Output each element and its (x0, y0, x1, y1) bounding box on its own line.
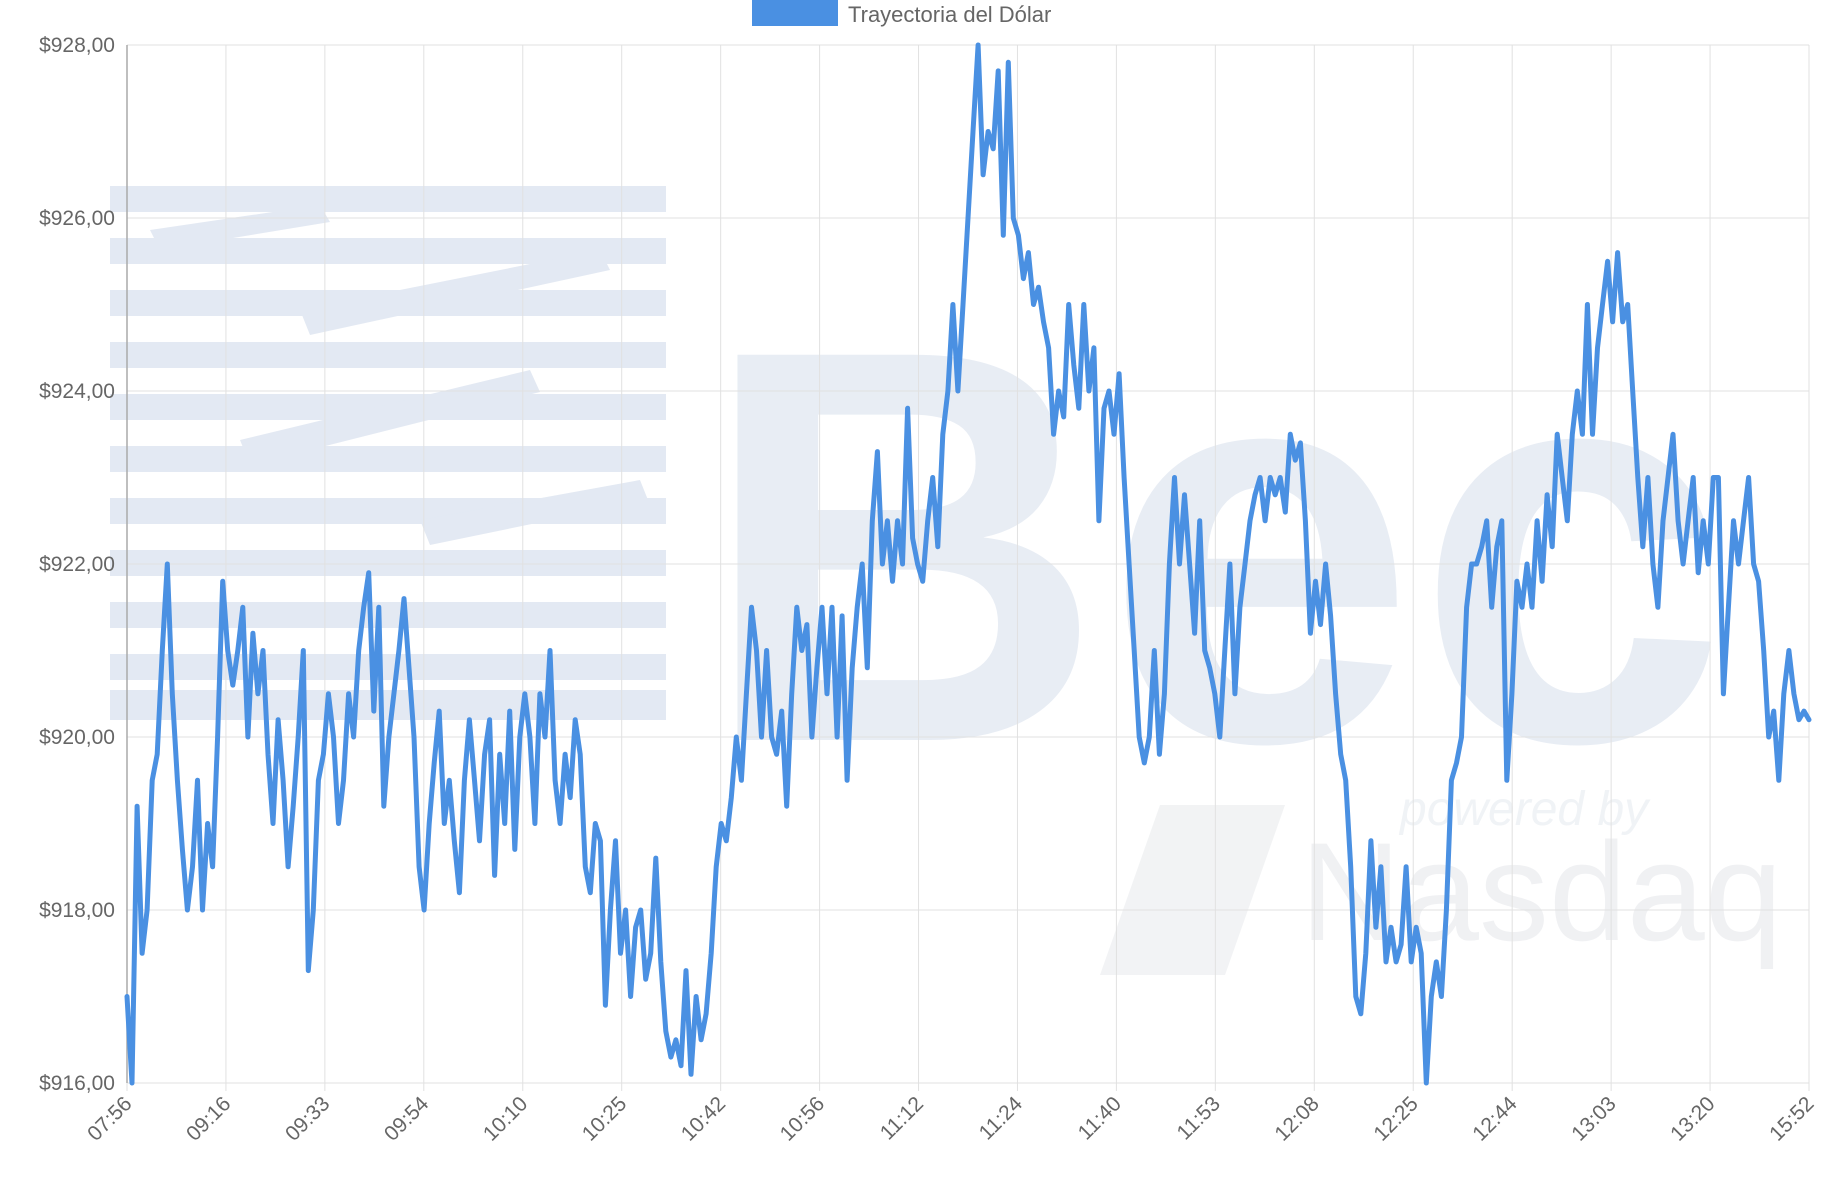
x-tick-label: 11:24 (975, 1092, 1028, 1145)
y-tick-label: $918,00 (39, 899, 115, 922)
y-tick-label: $920,00 (39, 726, 115, 749)
y-tick-label: $924,00 (39, 380, 115, 403)
x-tick-label: 12:44 (1468, 1092, 1522, 1146)
x-tick-label: 09:16 (182, 1092, 235, 1145)
legend-label[interactable]: Trayectoria del Dólar (848, 2, 1051, 27)
x-tick-label: 10:56 (776, 1092, 829, 1145)
bec-logo-watermark: Bec powered by Nasdaq (110, 186, 1783, 975)
nasdaq-logo-mark (1100, 805, 1285, 975)
y-tick-label: $922,00 (39, 553, 115, 576)
x-tick-label: 13:03 (1567, 1092, 1620, 1145)
x-tick-label: 12:25 (1369, 1092, 1422, 1145)
x-tick-label: 09:33 (281, 1092, 334, 1145)
x-tick-label: 10:42 (677, 1092, 730, 1145)
watermark-bec: Bec (700, 233, 1727, 859)
x-tick-label: 07:56 (83, 1092, 136, 1145)
x-tick-label: 09:54 (380, 1092, 434, 1146)
watermark-powered-by: powered by (1398, 783, 1651, 836)
series-layer (124, 42, 1812, 1086)
x-tick-label: 11:40 (1074, 1092, 1126, 1144)
x-tick-label: 11:53 (1173, 1092, 1225, 1144)
y-tick-label: $916,00 (39, 1072, 115, 1095)
y-tick-label: $928,00 (39, 34, 115, 57)
bec-stripes-logo (110, 186, 666, 720)
x-axis-ticks: 07:56 09:16 09:33 09:54 10:10 10:25 10:42 10:56… (83, 1092, 1818, 1146)
y-axis-ticks: $928,00 $926,00 $924,00 $922,00 $920,00 $918,… (39, 34, 115, 1095)
x-tick-label: 15:52 (1765, 1092, 1818, 1145)
x-tick-label: 10:25 (578, 1092, 631, 1145)
x-tick-label: 13:20 (1666, 1092, 1719, 1145)
legend[interactable]: Trayectoria del Dólar (752, 0, 1051, 27)
grid-lines (126, 44, 1810, 1091)
x-tick-label: 12:08 (1270, 1092, 1323, 1145)
legend-swatch[interactable] (752, 0, 838, 26)
y-tick-label: $926,00 (39, 207, 115, 230)
x-tick-label: 10:10 (479, 1092, 532, 1145)
x-tick-label: 11:12 (876, 1092, 928, 1144)
series-line[interactable] (124, 42, 1812, 1086)
